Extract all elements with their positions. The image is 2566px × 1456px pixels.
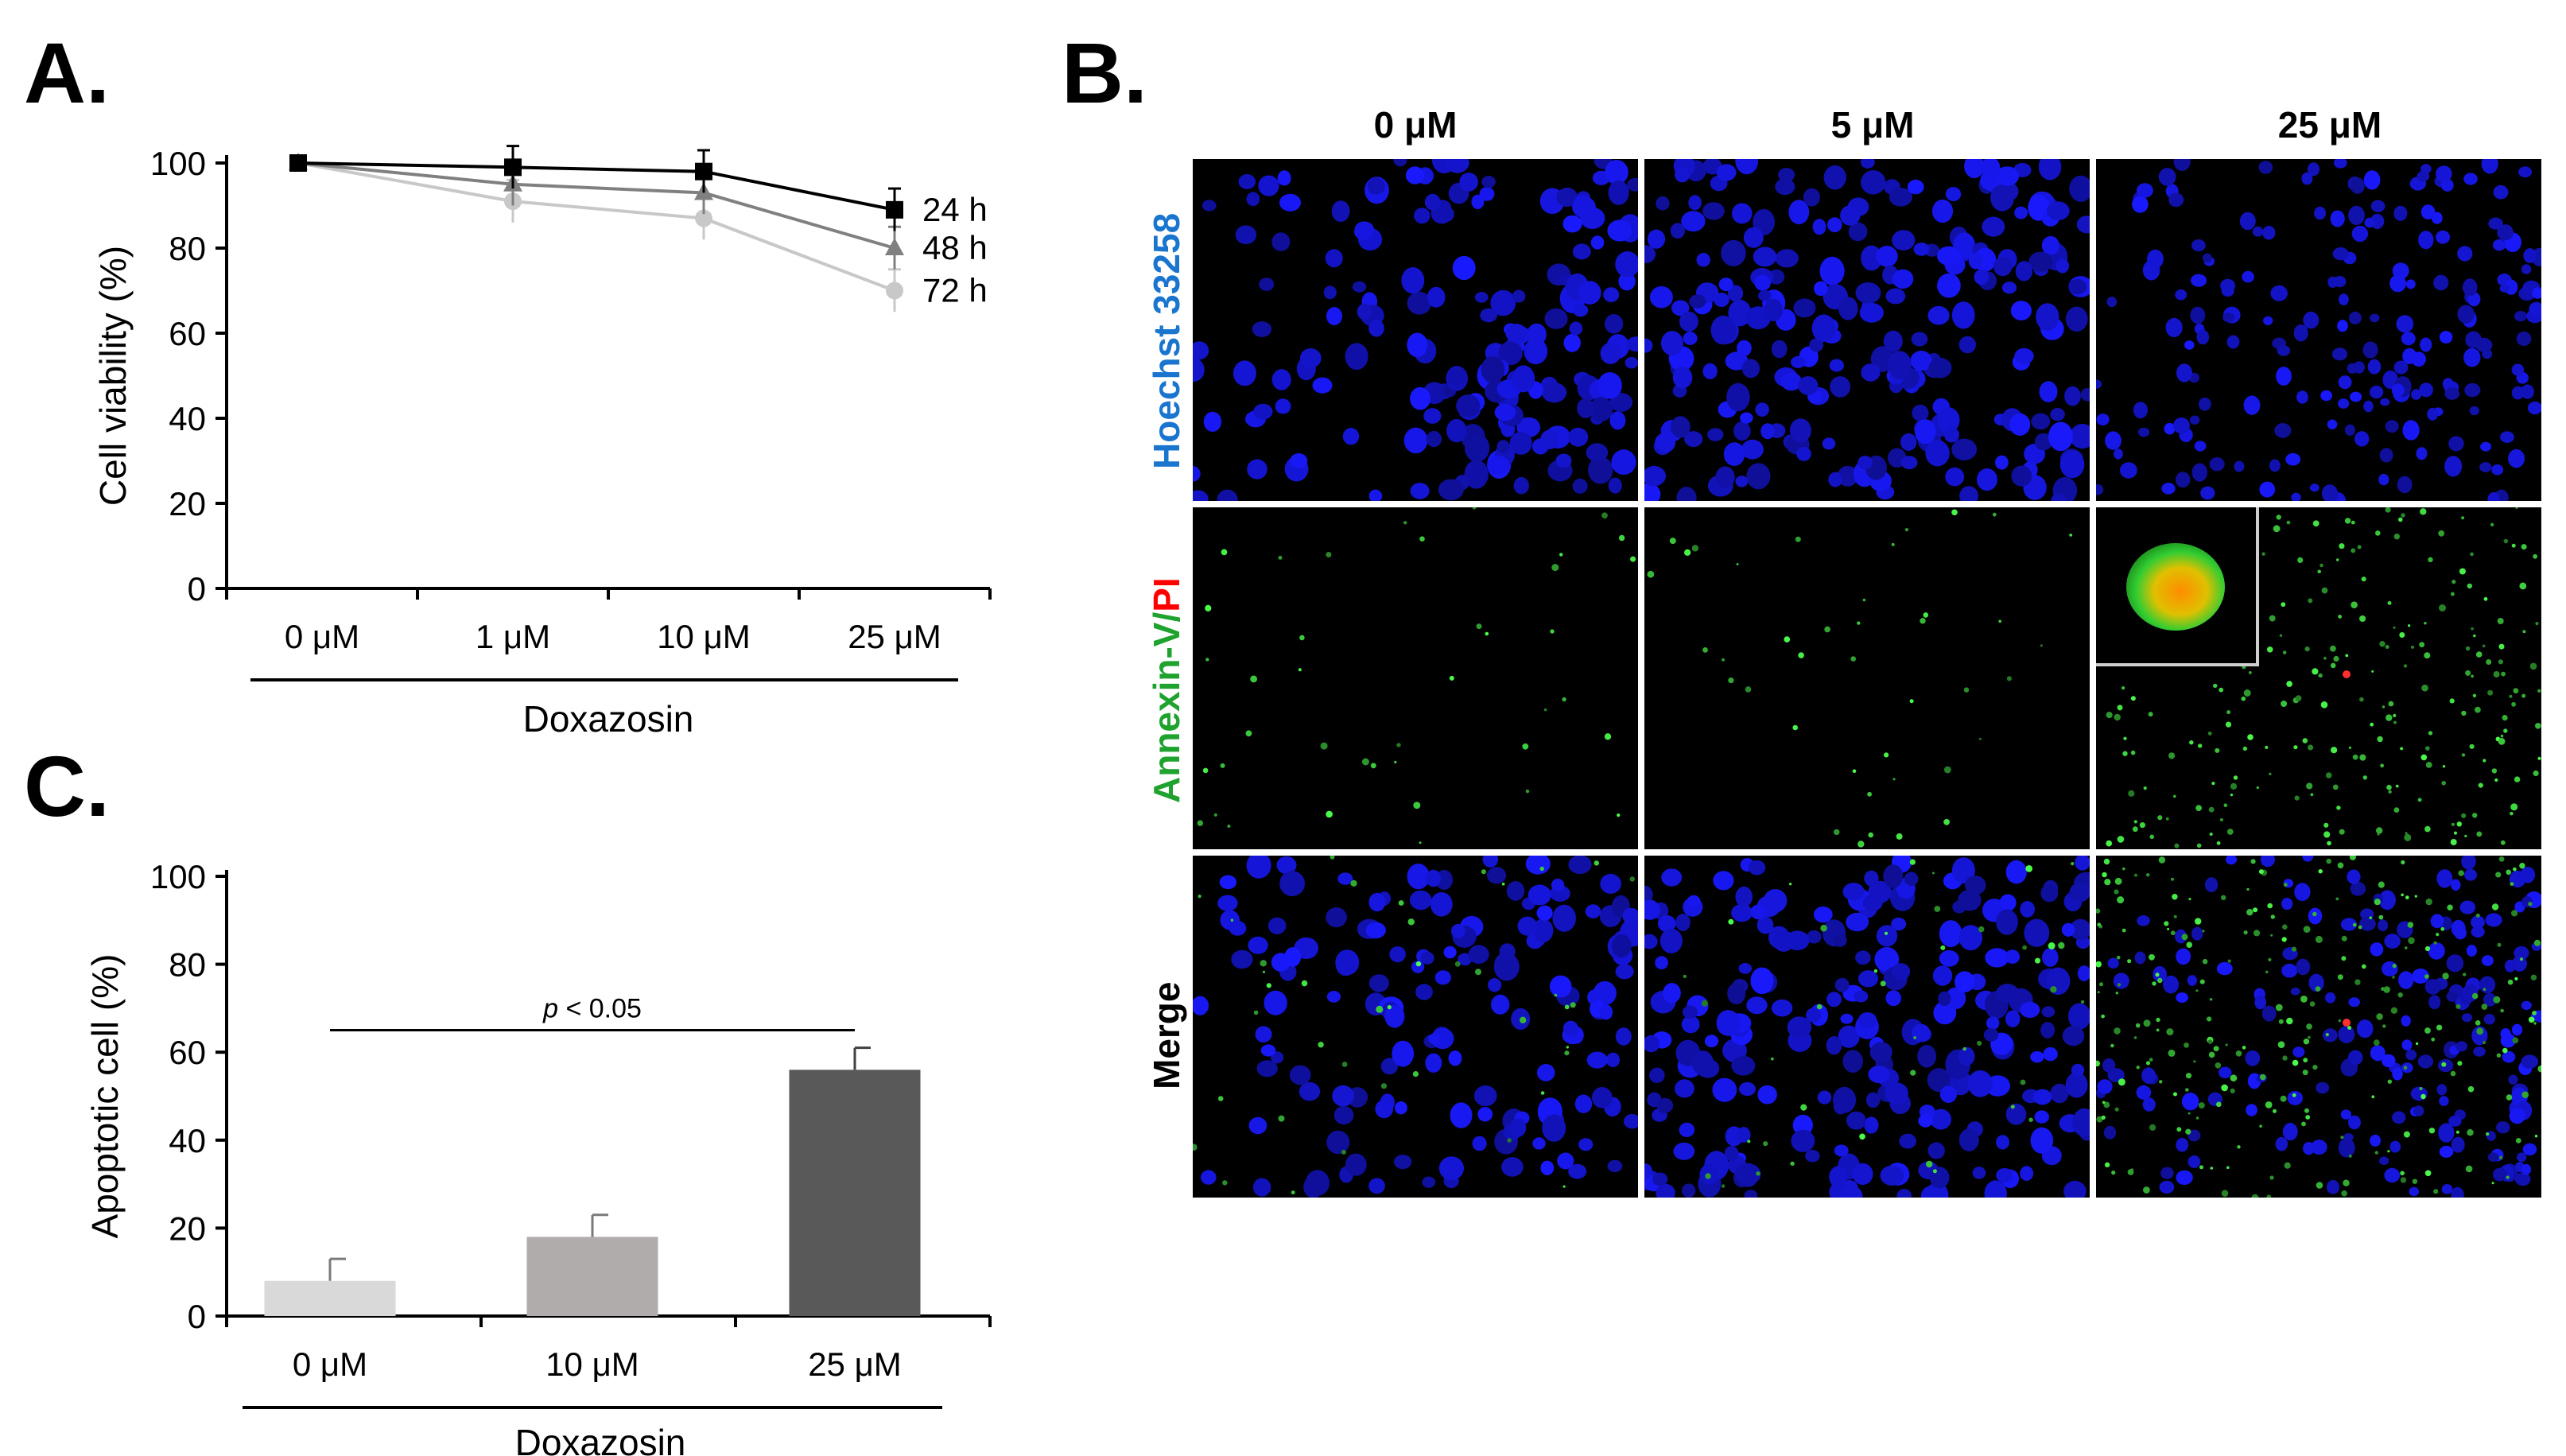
series-line-24h <box>297 161 895 212</box>
microscopy-grid: 0 μM 5 μM 25 μM Hoechst 33258 Annexin-V/… <box>1146 104 2545 1209</box>
y-tick-label: 20 <box>169 485 206 522</box>
p-threshold: < 0.05 <box>558 994 642 1024</box>
micrograph-image <box>2096 856 2541 1198</box>
y-tick-label: 20 <box>169 1209 206 1247</box>
x-tick-label: 1 μM <box>476 618 550 655</box>
pi-label: PI <box>1146 577 1187 612</box>
p-symbol: p <box>542 994 558 1024</box>
micrograph-tile <box>1644 507 2090 849</box>
micrograph-tile <box>1193 159 1638 501</box>
data-point <box>504 158 522 177</box>
micrograph-image <box>1644 159 2090 501</box>
y-tick-label: 0 <box>188 570 206 608</box>
y-axis-title: Apoptotic cell (%) <box>84 954 126 1239</box>
micrograph-image <box>1193 856 1638 1198</box>
data-point <box>886 281 903 300</box>
micrograph-tile <box>1193 507 1638 849</box>
x-tick-label: 10 μM <box>657 618 751 655</box>
micrograph-tile <box>1193 856 1638 1198</box>
y-tick-label: 80 <box>169 230 206 267</box>
micrograph-image <box>2096 159 2541 501</box>
bar <box>789 1070 921 1316</box>
y-tick-label: 80 <box>169 946 206 984</box>
x-tick-label: 25 μM <box>808 1345 902 1383</box>
micrograph-tile <box>1644 856 2090 1198</box>
series-line-72h <box>297 161 895 293</box>
micrograph-tile <box>1644 159 2090 501</box>
row-label-annexin-pi: Annexin-V/PI <box>1145 577 1188 803</box>
zoom-inset <box>2096 507 2259 666</box>
series-label: 72 h <box>922 272 988 309</box>
micrograph-tile <box>2096 856 2541 1198</box>
y-tick-label: 40 <box>169 400 206 437</box>
row-label-hoechst: Hoechst 33258 <box>1146 212 1187 469</box>
x-axis-title: Doxazosin <box>523 698 694 740</box>
panel-label-c: C. <box>24 738 110 834</box>
y-tick-label: 100 <box>150 858 206 895</box>
y-axis-title: Cell viability (%) <box>92 246 134 506</box>
x-tick-label: 0 μM <box>285 618 359 655</box>
micrograph-tile <box>2096 507 2541 849</box>
data-point <box>695 209 712 227</box>
x-tick-label: 25 μM <box>848 618 941 655</box>
micrograph-image <box>1193 159 1638 501</box>
y-tick-label: 0 <box>188 1298 206 1335</box>
y-tick-label: 40 <box>169 1122 206 1159</box>
data-point <box>695 162 712 181</box>
column-header-25: 25 μM <box>2277 104 2382 146</box>
micrograph-image <box>1647 509 2073 848</box>
data-point <box>886 200 903 219</box>
column-header-5: 5 μM <box>1830 104 1915 146</box>
y-tick-label: 60 <box>169 315 206 352</box>
micrograph-tile <box>2096 159 2541 501</box>
y-tick-label: 100 <box>150 145 206 182</box>
panel-label-a: A. <box>24 25 110 121</box>
series-line-48h <box>297 161 895 250</box>
apoptotic-cell-icon <box>2126 543 2225 631</box>
panel-label-b: B. <box>1062 25 1147 121</box>
micrograph-image <box>1197 507 1636 844</box>
bar <box>526 1237 658 1316</box>
annexin-pi-separator: / <box>1146 612 1187 623</box>
data-point <box>289 154 307 172</box>
y-tick-label: 60 <box>169 1034 206 1071</box>
bar <box>264 1280 396 1316</box>
annexin-label: Annexin-V <box>1146 622 1187 803</box>
series-label: 24 h <box>922 191 988 228</box>
row-label-merge: Merge <box>1146 981 1187 1089</box>
series-label: 48 h <box>922 229 988 266</box>
column-header-0: 0 μM <box>1373 104 1458 146</box>
x-tick-label: 0 μM <box>293 1345 367 1383</box>
data-point <box>885 238 904 255</box>
significance-label: p < 0.05 <box>542 994 642 1024</box>
x-axis-title: Doxazosin <box>515 1422 686 1456</box>
micrograph-image <box>1644 856 2090 1198</box>
apoptosis-bar-chart: 0 20 40 60 80 100 0 μM 10 μM 25 μM Doxazosin Apopt… <box>84 858 992 1456</box>
x-tick-label: 10 μM <box>545 1345 639 1383</box>
viability-line-chart: 0 20 40 60 80 100 0 μM 1 μM 10 μM 25 μM Doxazosin C… <box>92 145 992 740</box>
